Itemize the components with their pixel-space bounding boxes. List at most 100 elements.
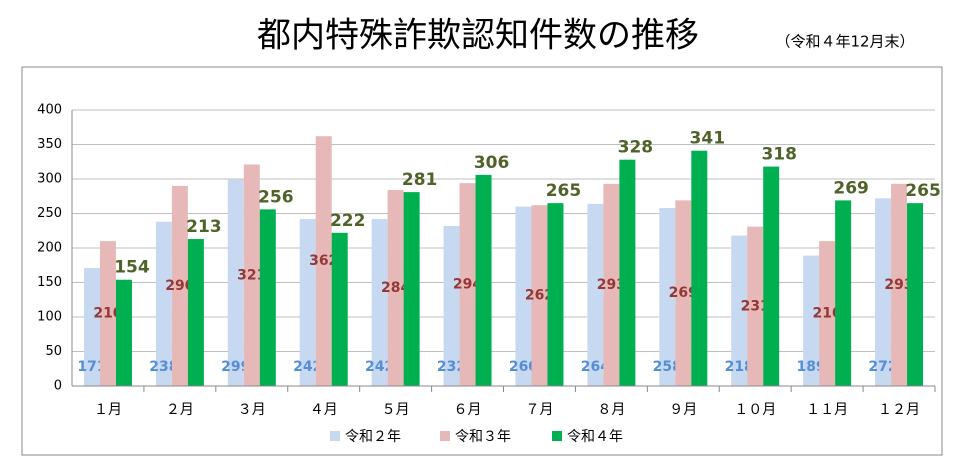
- x-tick-label: １２月: [878, 402, 920, 418]
- bar: [531, 205, 548, 386]
- data-label: 290: [165, 278, 194, 294]
- data-label: 299: [221, 359, 250, 375]
- data-label: 258: [653, 359, 682, 375]
- bar: [675, 200, 692, 386]
- data-label: 265: [546, 181, 582, 201]
- y-tick-label: 400: [37, 103, 62, 118]
- legend-label: 令和３年: [455, 429, 511, 445]
- bar: [171, 185, 188, 386]
- bar: [259, 209, 276, 386]
- bar: [547, 203, 564, 386]
- bar: [155, 221, 172, 386]
- data-label: 154: [114, 258, 150, 278]
- data-label: 293: [597, 277, 626, 293]
- bar: [587, 203, 604, 386]
- x-tick-label: １月: [94, 402, 122, 418]
- bar: [819, 241, 836, 386]
- x-tick-label: ８月: [597, 402, 625, 418]
- data-label: 265: [905, 181, 941, 201]
- data-label: 269: [833, 178, 869, 198]
- y-tick-label: 200: [37, 241, 62, 256]
- bar: [731, 235, 748, 386]
- x-tick-label: ９月: [669, 402, 697, 418]
- y-tick-label: 150: [37, 275, 62, 290]
- bar: [891, 183, 908, 386]
- x-tick-label: ２月: [166, 402, 194, 418]
- bar: [619, 159, 636, 386]
- bar: [243, 164, 260, 386]
- data-label: 171: [77, 359, 106, 375]
- y-tick-label: 350: [37, 137, 62, 152]
- bar: [515, 206, 532, 386]
- x-tick-label: ７月: [525, 402, 553, 418]
- data-label: 341: [690, 129, 726, 149]
- bar: [603, 183, 620, 386]
- data-label: 218: [725, 359, 754, 375]
- y-tick-label: 250: [37, 206, 62, 221]
- data-label: 242: [365, 359, 394, 375]
- data-label: 256: [258, 187, 294, 207]
- data-label: 281: [402, 170, 438, 190]
- data-label: 318: [761, 145, 797, 165]
- bar: [747, 226, 764, 386]
- bar: [187, 239, 204, 386]
- bar: [99, 241, 116, 386]
- bar: [315, 136, 332, 386]
- x-tick-label: ５月: [382, 402, 410, 418]
- bar: [371, 219, 388, 386]
- data-label: 294: [453, 277, 482, 293]
- bar: [659, 207, 676, 386]
- bar: [875, 198, 892, 386]
- data-label: 284: [381, 280, 410, 296]
- legend-swatch: [330, 431, 340, 441]
- data-label: 293: [884, 277, 913, 293]
- bar: [691, 150, 708, 386]
- data-label: 269: [669, 285, 698, 301]
- x-tick-label: ３月: [238, 402, 266, 418]
- y-tick-label: 0: [54, 379, 62, 394]
- data-label: 362: [309, 253, 338, 269]
- x-tick-label: ４月: [310, 402, 338, 418]
- bar: [443, 225, 460, 386]
- bar: [907, 203, 924, 386]
- bar: [299, 219, 316, 386]
- data-label: 189: [797, 359, 826, 375]
- bar: [83, 268, 100, 386]
- x-tick-label: １１月: [806, 402, 848, 418]
- data-label: 210: [813, 306, 842, 322]
- data-label: 272: [868, 359, 897, 375]
- y-tick-label: 100: [37, 310, 62, 325]
- bar: [387, 190, 404, 386]
- legend-swatch: [552, 431, 562, 441]
- y-tick-label: 300: [37, 172, 62, 187]
- chart-title: 都内特殊詐欺認知件数の推移: [257, 16, 699, 56]
- bar: [835, 200, 852, 386]
- bar: [403, 192, 420, 386]
- x-tick-label: １０月: [734, 402, 776, 418]
- data-label: 321: [237, 267, 266, 283]
- data-label: 238: [149, 359, 178, 375]
- bar: [475, 174, 492, 386]
- data-label: 264: [581, 359, 610, 375]
- data-label: 242: [293, 359, 322, 375]
- bar: [763, 166, 780, 386]
- data-label: 262: [525, 288, 554, 304]
- data-label: 210: [93, 306, 122, 322]
- bar: [115, 279, 132, 386]
- data-label: 231: [741, 298, 770, 314]
- data-label: 222: [330, 211, 366, 231]
- legend-label: 令和２年: [345, 429, 401, 445]
- y-tick-label: 50: [45, 344, 62, 359]
- data-label: 213: [186, 217, 222, 237]
- data-label: 328: [618, 138, 654, 158]
- chart-subtitle: （令和４年12月末）: [775, 33, 914, 51]
- data-label: 232: [437, 359, 466, 375]
- x-tick-label: ６月: [454, 402, 482, 418]
- data-label: 306: [474, 153, 510, 173]
- bar: [331, 232, 348, 386]
- bar: [803, 255, 820, 386]
- bar: [227, 179, 244, 386]
- legend-swatch: [440, 431, 450, 441]
- bar: [459, 183, 476, 386]
